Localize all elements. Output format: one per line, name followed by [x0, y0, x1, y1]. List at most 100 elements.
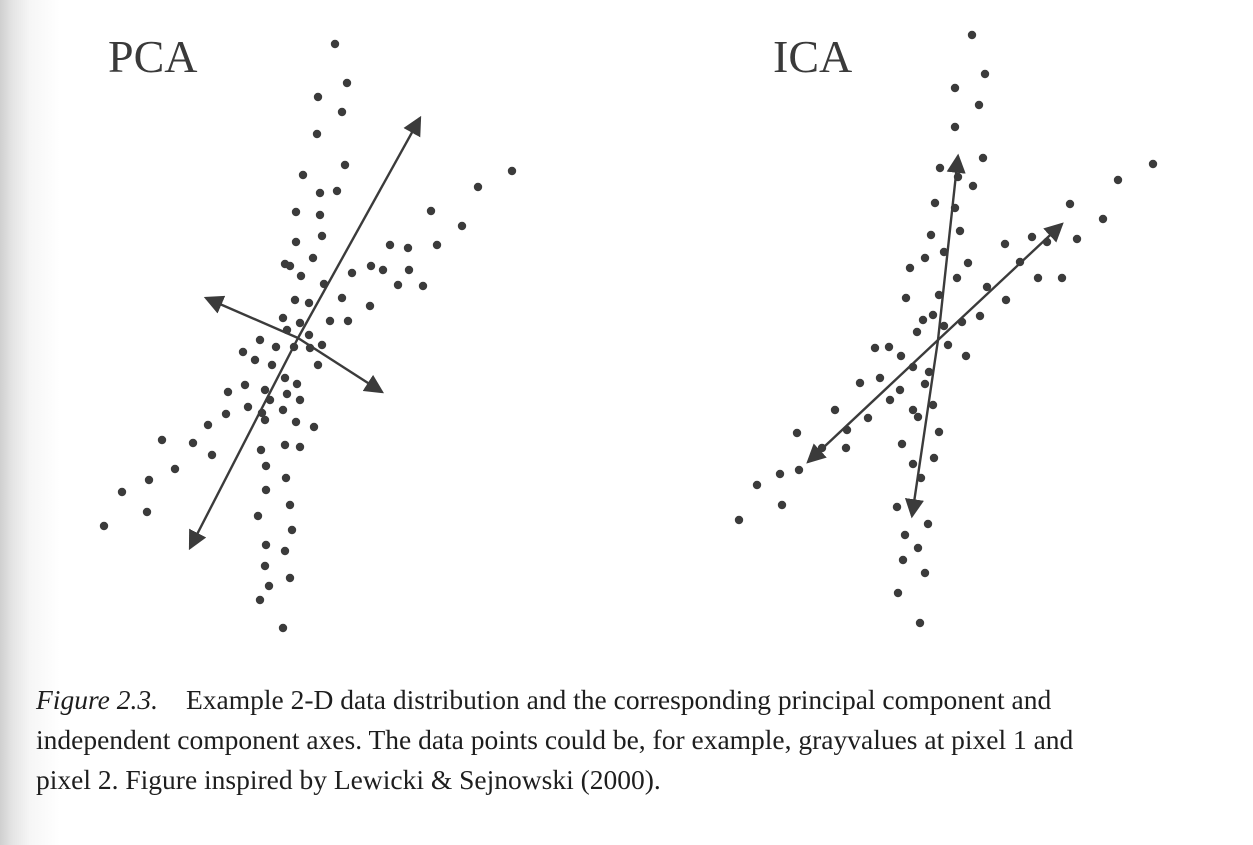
pca-data-point: [260, 415, 270, 425]
pca-data-point: [313, 360, 323, 370]
ica-data-point: [908, 405, 918, 415]
pca-data-point: [255, 335, 265, 345]
ica-data-point: [1148, 159, 1158, 169]
pca-data-point: [280, 546, 290, 556]
ica-data-point: [915, 618, 925, 628]
pca-data-point: [117, 487, 127, 497]
ica-data-point: [918, 315, 928, 325]
ica-data-point: [1027, 232, 1037, 242]
ica-data-point: [955, 226, 965, 236]
pca-data-point: [343, 316, 353, 326]
ica-data-point: [930, 198, 940, 208]
pca-data-point: [243, 402, 253, 412]
pca-data-point: [340, 160, 350, 170]
pca-data-point: [250, 355, 260, 365]
ica-data-point: [943, 340, 953, 350]
ica-data-point: [777, 500, 787, 510]
ica-data-point: [926, 230, 936, 240]
pca-data-point: [332, 186, 342, 196]
caption-line-1-text: Example 2-D data distribution and the co…: [185, 684, 1052, 715]
pca-data-point: [188, 438, 198, 448]
pca-data-point: [170, 464, 180, 474]
ica-data-point: [870, 343, 880, 353]
ica-data-point: [924, 367, 934, 377]
ica-data-point: [792, 428, 802, 438]
pca-data-point: [157, 435, 167, 445]
ica-independent-axis-2-left-arrow: [806, 339, 939, 464]
ica-data-point: [1098, 214, 1108, 224]
pca-principal-axis-2-left-arrow: [203, 295, 299, 340]
ica-data-point: [892, 502, 902, 512]
pca-data-point: [271, 342, 281, 352]
ica-data-point: [908, 459, 918, 469]
ica-data-point: [934, 290, 944, 300]
ica-data-point: [950, 122, 960, 132]
pca-data-point: [295, 318, 305, 328]
ica-data-point: [794, 465, 804, 475]
pca-data-point: [378, 265, 388, 275]
pca-data-point: [309, 422, 319, 432]
ica-data-point: [893, 588, 903, 598]
pca-data-point: [255, 595, 265, 605]
pca-principal-axis-1-up-arrow: [296, 115, 422, 339]
ica-data-point: [920, 568, 930, 578]
pca-data-point: [365, 301, 375, 311]
ica-data-point: [1033, 273, 1043, 283]
ica-data-point: [961, 351, 971, 361]
pca-data-point: [281, 473, 291, 483]
ica-data-point: [752, 480, 762, 490]
ica-data-point: [885, 395, 895, 405]
pca-principal-axis-2-right-arrow: [297, 336, 385, 394]
ica-data-point: [928, 310, 938, 320]
ica-data-point: [939, 321, 949, 331]
pca-data-point: [342, 78, 352, 88]
pca-data-point: [366, 261, 376, 271]
ica-data-point: [923, 519, 933, 529]
pca-data-point: [347, 268, 357, 278]
caption-line: pixel 2. Figure inspired by Lewicki & Se…: [36, 764, 661, 795]
ica-data-point: [897, 439, 907, 449]
ica-data-point: [775, 469, 785, 479]
pca-data-point: [330, 39, 340, 49]
pca-data-point: [142, 507, 152, 517]
pca-data-point: [290, 295, 300, 305]
ica-data-point: [896, 351, 906, 361]
pca-data-point: [296, 271, 306, 281]
pca-data-point: [295, 395, 305, 405]
ica-data-point: [963, 258, 973, 268]
ica-data-point: [935, 163, 945, 173]
ica-data-point: [1065, 199, 1075, 209]
pca-data-point: [278, 405, 288, 415]
ica-data-point: [884, 342, 894, 352]
ica-scatter-points: [734, 30, 1158, 628]
pca-principal-axis-1-down-arrow: [188, 337, 300, 551]
ica-data-point: [875, 373, 885, 383]
pca-data-point: [337, 293, 347, 303]
pca-data-point: [203, 420, 213, 430]
ica-data-point: [900, 530, 910, 540]
ica-data-point: [980, 69, 990, 79]
pca-data-point: [280, 259, 290, 269]
pca-data-point: [280, 373, 290, 383]
pca-data-point: [207, 450, 217, 460]
ica-panel-title: ICA: [773, 31, 852, 82]
ica-independent-axis-2-right-arrow: [937, 222, 1064, 341]
pca-data-point: [238, 347, 248, 357]
pca-data-point: [317, 231, 327, 241]
pca-data-point: [285, 500, 295, 510]
figure: PCA ICA: [99, 30, 1158, 633]
pca-data-point: [260, 385, 270, 395]
pca-data-point: [261, 485, 271, 495]
pca-data-point: [287, 525, 297, 535]
pca-data-point: [298, 170, 308, 180]
pca-data-point: [432, 240, 442, 250]
ica-data-point: [928, 400, 938, 410]
pca-data-point: [295, 442, 305, 452]
caption-line: Figure 2.3. Example 2-D data distribution…: [36, 680, 1231, 720]
ica-data-point: [939, 247, 949, 257]
pca-data-point: [99, 521, 109, 531]
ica-data-point: [905, 263, 915, 273]
ica-data-point: [895, 385, 905, 395]
pca-data-point: [253, 511, 263, 521]
